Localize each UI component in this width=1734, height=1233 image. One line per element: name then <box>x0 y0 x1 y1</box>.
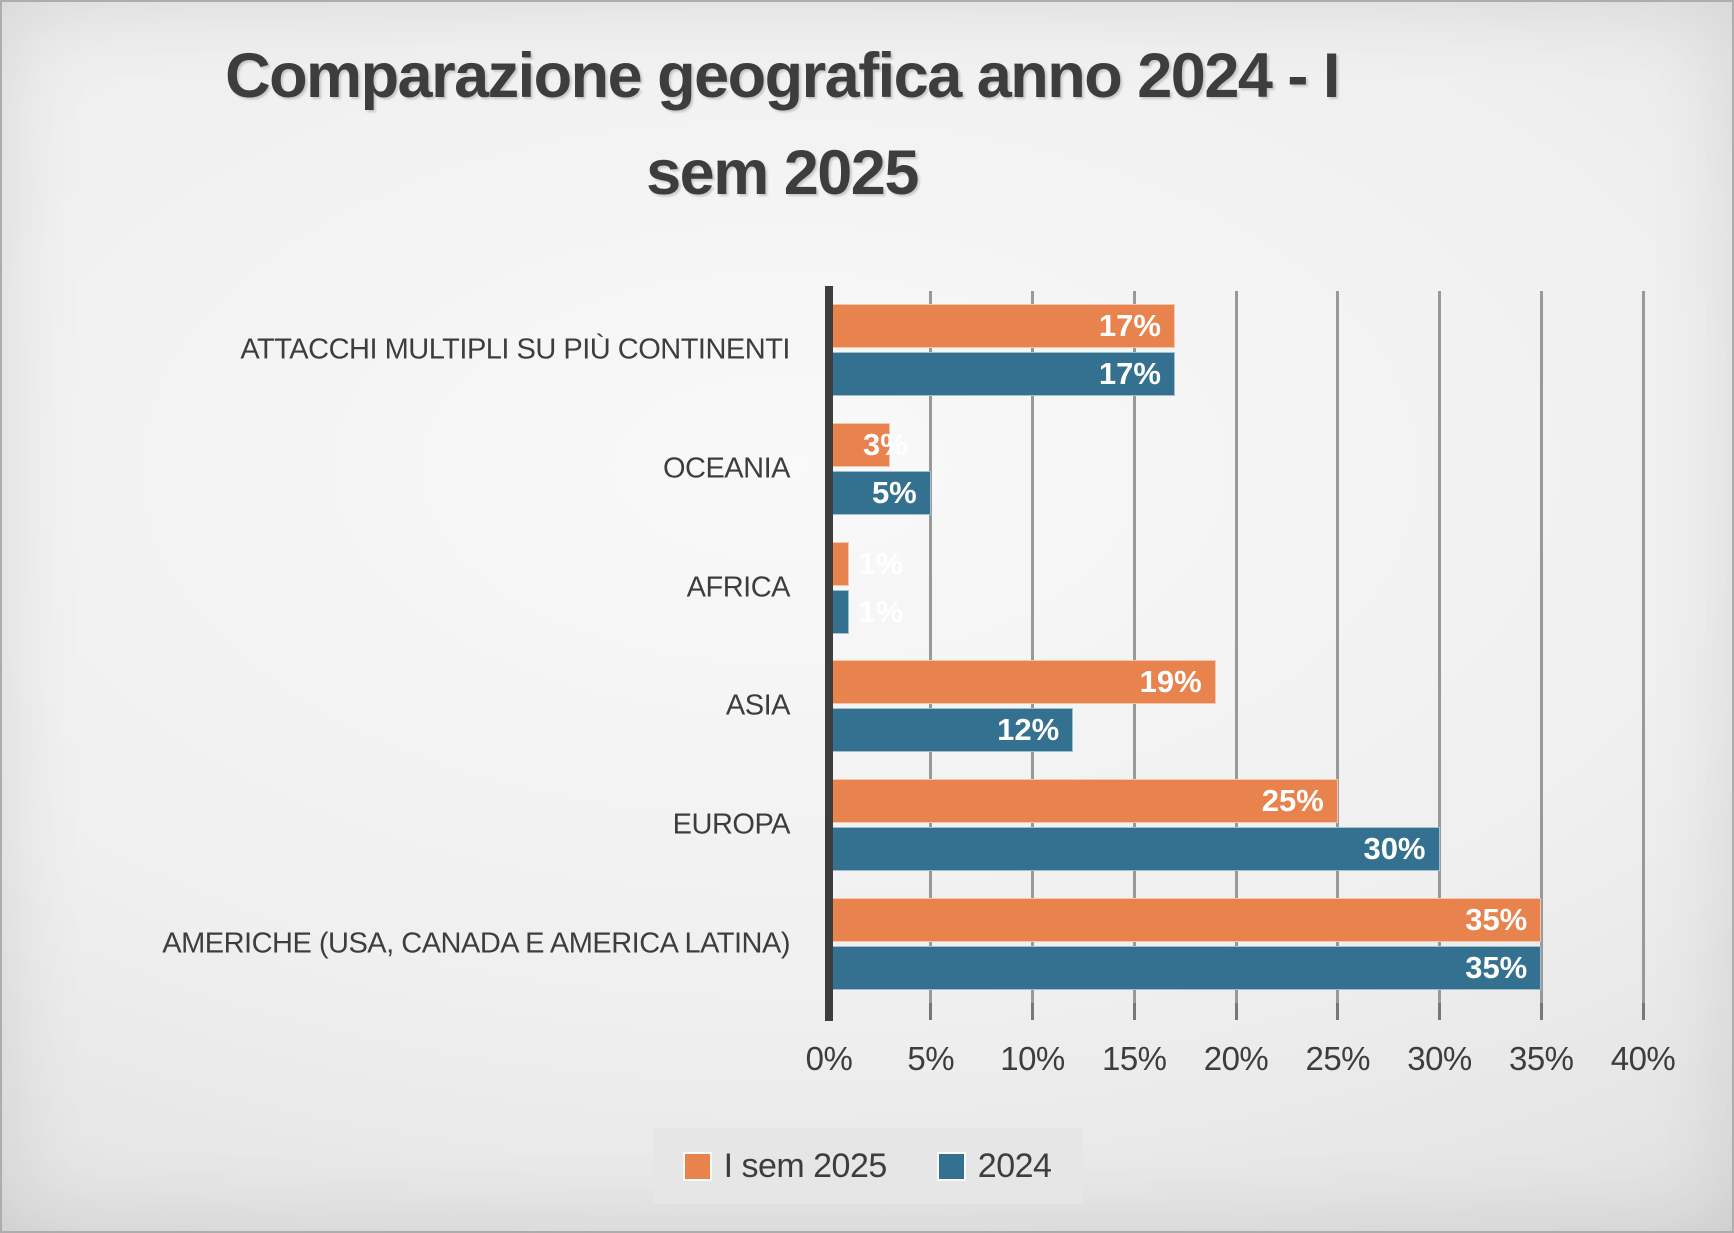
bar-oceania-2024: 5% <box>829 471 931 515</box>
gridline-35 <box>1539 291 1543 1003</box>
legend: I sem 2025 2024 <box>653 1128 1083 1204</box>
legend-label-i-sem-2025: I sem 2025 <box>723 1146 888 1185</box>
x-tick-35 <box>1539 1003 1543 1020</box>
gridline-25 <box>1336 291 1340 1003</box>
gridline-10 <box>1031 291 1034 1003</box>
category-label-africa: AFRICA <box>686 571 791 604</box>
x-tick-label-10: 10% <box>1000 1040 1065 1077</box>
chart-title-line2: sem 2025 <box>646 138 919 208</box>
x-tick-10 <box>1031 1003 1034 1020</box>
bar-africa-i-sem-2025: 1% <box>829 541 903 586</box>
category-label-attacchi-multipli-su-pi-continenti: ATTACCHI MULTIPLI SU PIÙ CONTINENTI <box>240 333 790 366</box>
bar-group-asia: 19% 12% <box>829 660 1734 753</box>
x-tick-label-0: 0% <box>805 1040 853 1077</box>
bar-africa-2024: 1% <box>829 589 903 634</box>
gridline-15 <box>1132 291 1136 1003</box>
legend-item-2024: 2024 <box>938 1146 1052 1186</box>
bar-europa-i-sem-2025: 25% <box>829 779 1338 824</box>
value-label-attacchi-multipli-su-pi-continenti-2024: 17% <box>1098 356 1161 392</box>
value-label-asia-2024: 12% <box>997 712 1060 748</box>
x-tick-label-25: 25% <box>1305 1040 1371 1077</box>
y-axis-line <box>825 286 833 1021</box>
x-tick-label-30: 30% <box>1407 1040 1472 1077</box>
bar-group-oceania: 3% 5% <box>829 423 1734 515</box>
category-label-americhe-usa-canada-e-america-latina: AMERICHE (USA, CANADA E AMERICA LATINA) <box>162 927 790 960</box>
value-label-africa-2024: 1% <box>858 593 904 629</box>
x-tick-40 <box>1641 1003 1645 1020</box>
category-row-oceania: OCEANIA 3% 5% <box>0 410 1734 529</box>
category-rows: ATTACCHI MULTIPLI SU PIÙ CONTINENTI 17% 17… <box>0 291 1734 1003</box>
x-tick-label-40: 40% <box>1610 1040 1676 1077</box>
value-label-europa-i-sem-2025: 25% <box>1261 783 1324 819</box>
legend-item-i-sem-2025: I sem 2025 <box>684 1146 888 1186</box>
value-label-oceania-i-sem-2025: 3% <box>863 427 908 462</box>
value-label-asia-i-sem-2025: 19% <box>1139 664 1202 700</box>
value-label-attacchi-multipli-su-pi-continenti-i-sem-2025: 17% <box>1098 308 1161 344</box>
gridline-30 <box>1438 291 1441 1003</box>
bar-asia-i-sem-2025: 19% <box>829 660 1216 705</box>
bar-oceania-i-sem-2025: 3% <box>829 423 908 467</box>
value-label-americhe-usa-canada-e-america-latina-i-sem-2025: 35% <box>1465 901 1528 937</box>
category-label-europa: EUROPA <box>672 808 791 841</box>
x-tick-15 <box>1132 1003 1136 1020</box>
legend-swatch-icon-2024 <box>938 1153 964 1179</box>
bar-americhe-usa-canada-e-america-latina-2024: 35% <box>829 945 1542 990</box>
value-label-americhe-usa-canada-e-america-latina-2024: 35% <box>1465 949 1528 985</box>
bar-europa-2024: 30% <box>829 827 1440 872</box>
x-tick-label-35: 35% <box>1508 1040 1574 1077</box>
bar-attacchi-multipli-su-pi-continenti-i-sem-2025: 17% <box>829 304 1175 349</box>
gridline-5 <box>929 291 933 1003</box>
gridline-20 <box>1234 291 1238 1003</box>
legend-swatch-icon-i-sem-2025 <box>684 1153 710 1179</box>
value-label-oceania-2024: 5% <box>871 475 917 510</box>
gridline-40 <box>1641 291 1645 1003</box>
plot-area: ATTACCHI MULTIPLI SU PIÙ CONTINENTI 17% 17… <box>0 286 1734 1021</box>
x-tick-25 <box>1336 1003 1340 1020</box>
bar-americhe-usa-canada-e-america-latina-i-sem-2025: 35% <box>829 897 1542 942</box>
chart-title: Comparazione geografica anno 2024 - I se… <box>0 28 1564 222</box>
bar-attacchi-multipli-su-pi-continenti-2024: 17% <box>829 352 1175 397</box>
bar-group-attacchi-multipli-su-pi-continenti: 17% 17% <box>829 304 1734 397</box>
value-label-africa-i-sem-2025: 1% <box>858 545 904 581</box>
chart-title-line1: Comparazione geografica anno 2024 - I <box>225 41 1340 111</box>
x-tick-label-20: 20% <box>1203 1040 1269 1077</box>
category-row-africa: AFRICA 1% 1% <box>0 528 1734 647</box>
category-row-americhe-usa-canada-e-america-latina: AMERICHE (USA, CANADA E AMERICA LATINA) 3… <box>0 884 1734 1003</box>
category-row-asia: ASIA 19% 12% <box>0 647 1734 766</box>
bar-asia-2024: 12% <box>829 708 1074 753</box>
x-axis: 0% 5% 10% 15% 20% 25% 30% 35% 40% <box>806 1003 1676 1098</box>
x-tick-label-15: 15% <box>1101 1040 1167 1077</box>
bar-group-americhe-usa-canada-e-america-latina: 35% 35% <box>829 897 1734 990</box>
x-tick-5 <box>929 1003 933 1020</box>
category-label-asia: ASIA <box>725 689 791 722</box>
x-tick-30 <box>1438 1003 1441 1020</box>
category-label-oceania: OCEANIA <box>662 452 791 485</box>
x-tick-20 <box>1234 1003 1238 1020</box>
category-row-europa: EUROPA 25% 30% <box>0 766 1734 885</box>
bar-group-europa: 25% 30% <box>829 779 1734 872</box>
category-row-attacchi-multipli-su-pi-continenti: ATTACCHI MULTIPLI SU PIÙ CONTINENTI 17% 17… <box>0 291 1734 410</box>
x-tick-label-5: 5% <box>907 1040 955 1077</box>
legend-label-2024: 2024 <box>977 1146 1052 1185</box>
bar-group-africa: 1% 1% <box>829 541 1734 634</box>
value-label-europa-2024: 30% <box>1363 831 1426 867</box>
